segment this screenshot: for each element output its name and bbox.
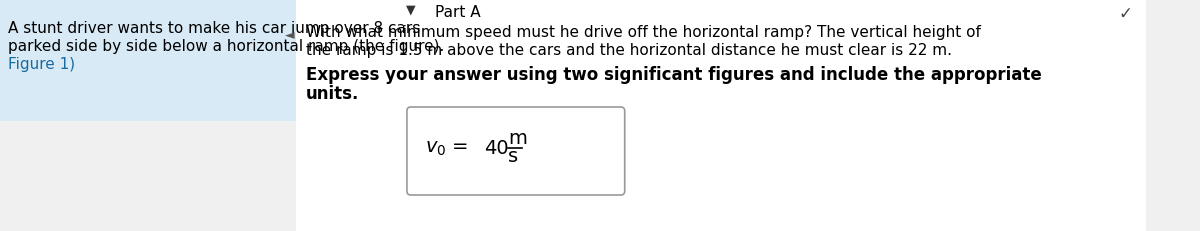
Text: Part A: Part A (434, 5, 480, 20)
Text: m: m (508, 130, 527, 149)
Text: With what minimum speed must he drive off the horizontal ramp? The vertical heig: With what minimum speed must he drive of… (306, 25, 980, 40)
Text: Figure 1): Figure 1) (7, 57, 74, 72)
FancyBboxPatch shape (407, 107, 625, 195)
FancyBboxPatch shape (0, 0, 296, 121)
Text: $v_0$ =: $v_0$ = (425, 139, 468, 158)
FancyBboxPatch shape (296, 0, 1146, 231)
Text: A stunt driver wants to make his car jump over 8 cars: A stunt driver wants to make his car jum… (7, 21, 420, 36)
FancyBboxPatch shape (0, 121, 296, 231)
Text: ◄: ◄ (284, 30, 294, 43)
Text: ▼: ▼ (406, 3, 415, 16)
Text: parked side by side below a horizontal ramp (the figure).: parked side by side below a horizontal r… (7, 39, 444, 54)
Text: ✓: ✓ (1118, 5, 1132, 23)
Text: Express your answer using two significant figures and include the appropriate: Express your answer using two significan… (306, 66, 1042, 84)
Text: the ramp is 1.5 m above the cars and the horizontal distance he must clear is 22: the ramp is 1.5 m above the cars and the… (306, 43, 952, 58)
Text: units.: units. (306, 85, 359, 103)
Text: 40: 40 (485, 139, 509, 158)
Text: s: s (508, 148, 518, 167)
